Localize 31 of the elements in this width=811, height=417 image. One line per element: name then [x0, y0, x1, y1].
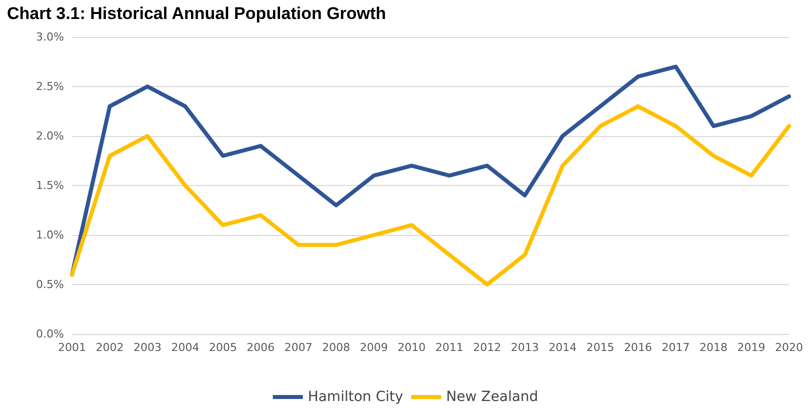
x-tick-label: 2019	[737, 341, 766, 354]
x-tick-label: 2002	[96, 341, 124, 354]
x-tick-label: 2009	[360, 341, 388, 354]
x-tick-label: 2010	[398, 341, 426, 354]
y-tick-label: 2.0%	[36, 130, 64, 142]
x-tick-label: 2017	[662, 341, 690, 354]
line-series	[70, 104, 791, 286]
x-tick-label: 2015	[586, 341, 614, 354]
x-tick-label: 2001	[58, 341, 86, 354]
x-tick-label: 2016	[624, 341, 652, 354]
y-tick-label: 1.0%	[36, 228, 64, 242]
x-tick-label: 2018	[700, 341, 728, 354]
y-tick-label: 2.5%	[36, 80, 64, 93]
x-tick-label: 2004	[171, 341, 200, 354]
x-tick-label: 2011	[435, 341, 464, 354]
legend-label: Hamilton City	[308, 389, 404, 405]
x-tick-label: 2005	[208, 341, 237, 354]
y-tick-label: 0.0%	[36, 328, 64, 340]
x-tick-label: 2007	[284, 341, 312, 354]
x-tick-label: 2014	[548, 341, 577, 354]
y-tick-label: 3.0%	[36, 30, 64, 44]
x-tick-label: 2003	[133, 341, 162, 354]
legend-label: New Zealand	[446, 389, 538, 405]
x-tick-label: 2008	[322, 341, 350, 354]
x-tick-label: 2020	[775, 341, 803, 354]
x-tick-label: 2013	[510, 341, 539, 354]
y-tick-label: 0.5%	[36, 278, 64, 291]
chart-title: Chart 3.1: Historical Annual Population Growth	[7, 4, 386, 23]
x-tick-label: 2012	[473, 341, 502, 354]
x-tick-label: 2006	[246, 341, 275, 354]
y-tick-label: 1.5%	[36, 179, 64, 192]
